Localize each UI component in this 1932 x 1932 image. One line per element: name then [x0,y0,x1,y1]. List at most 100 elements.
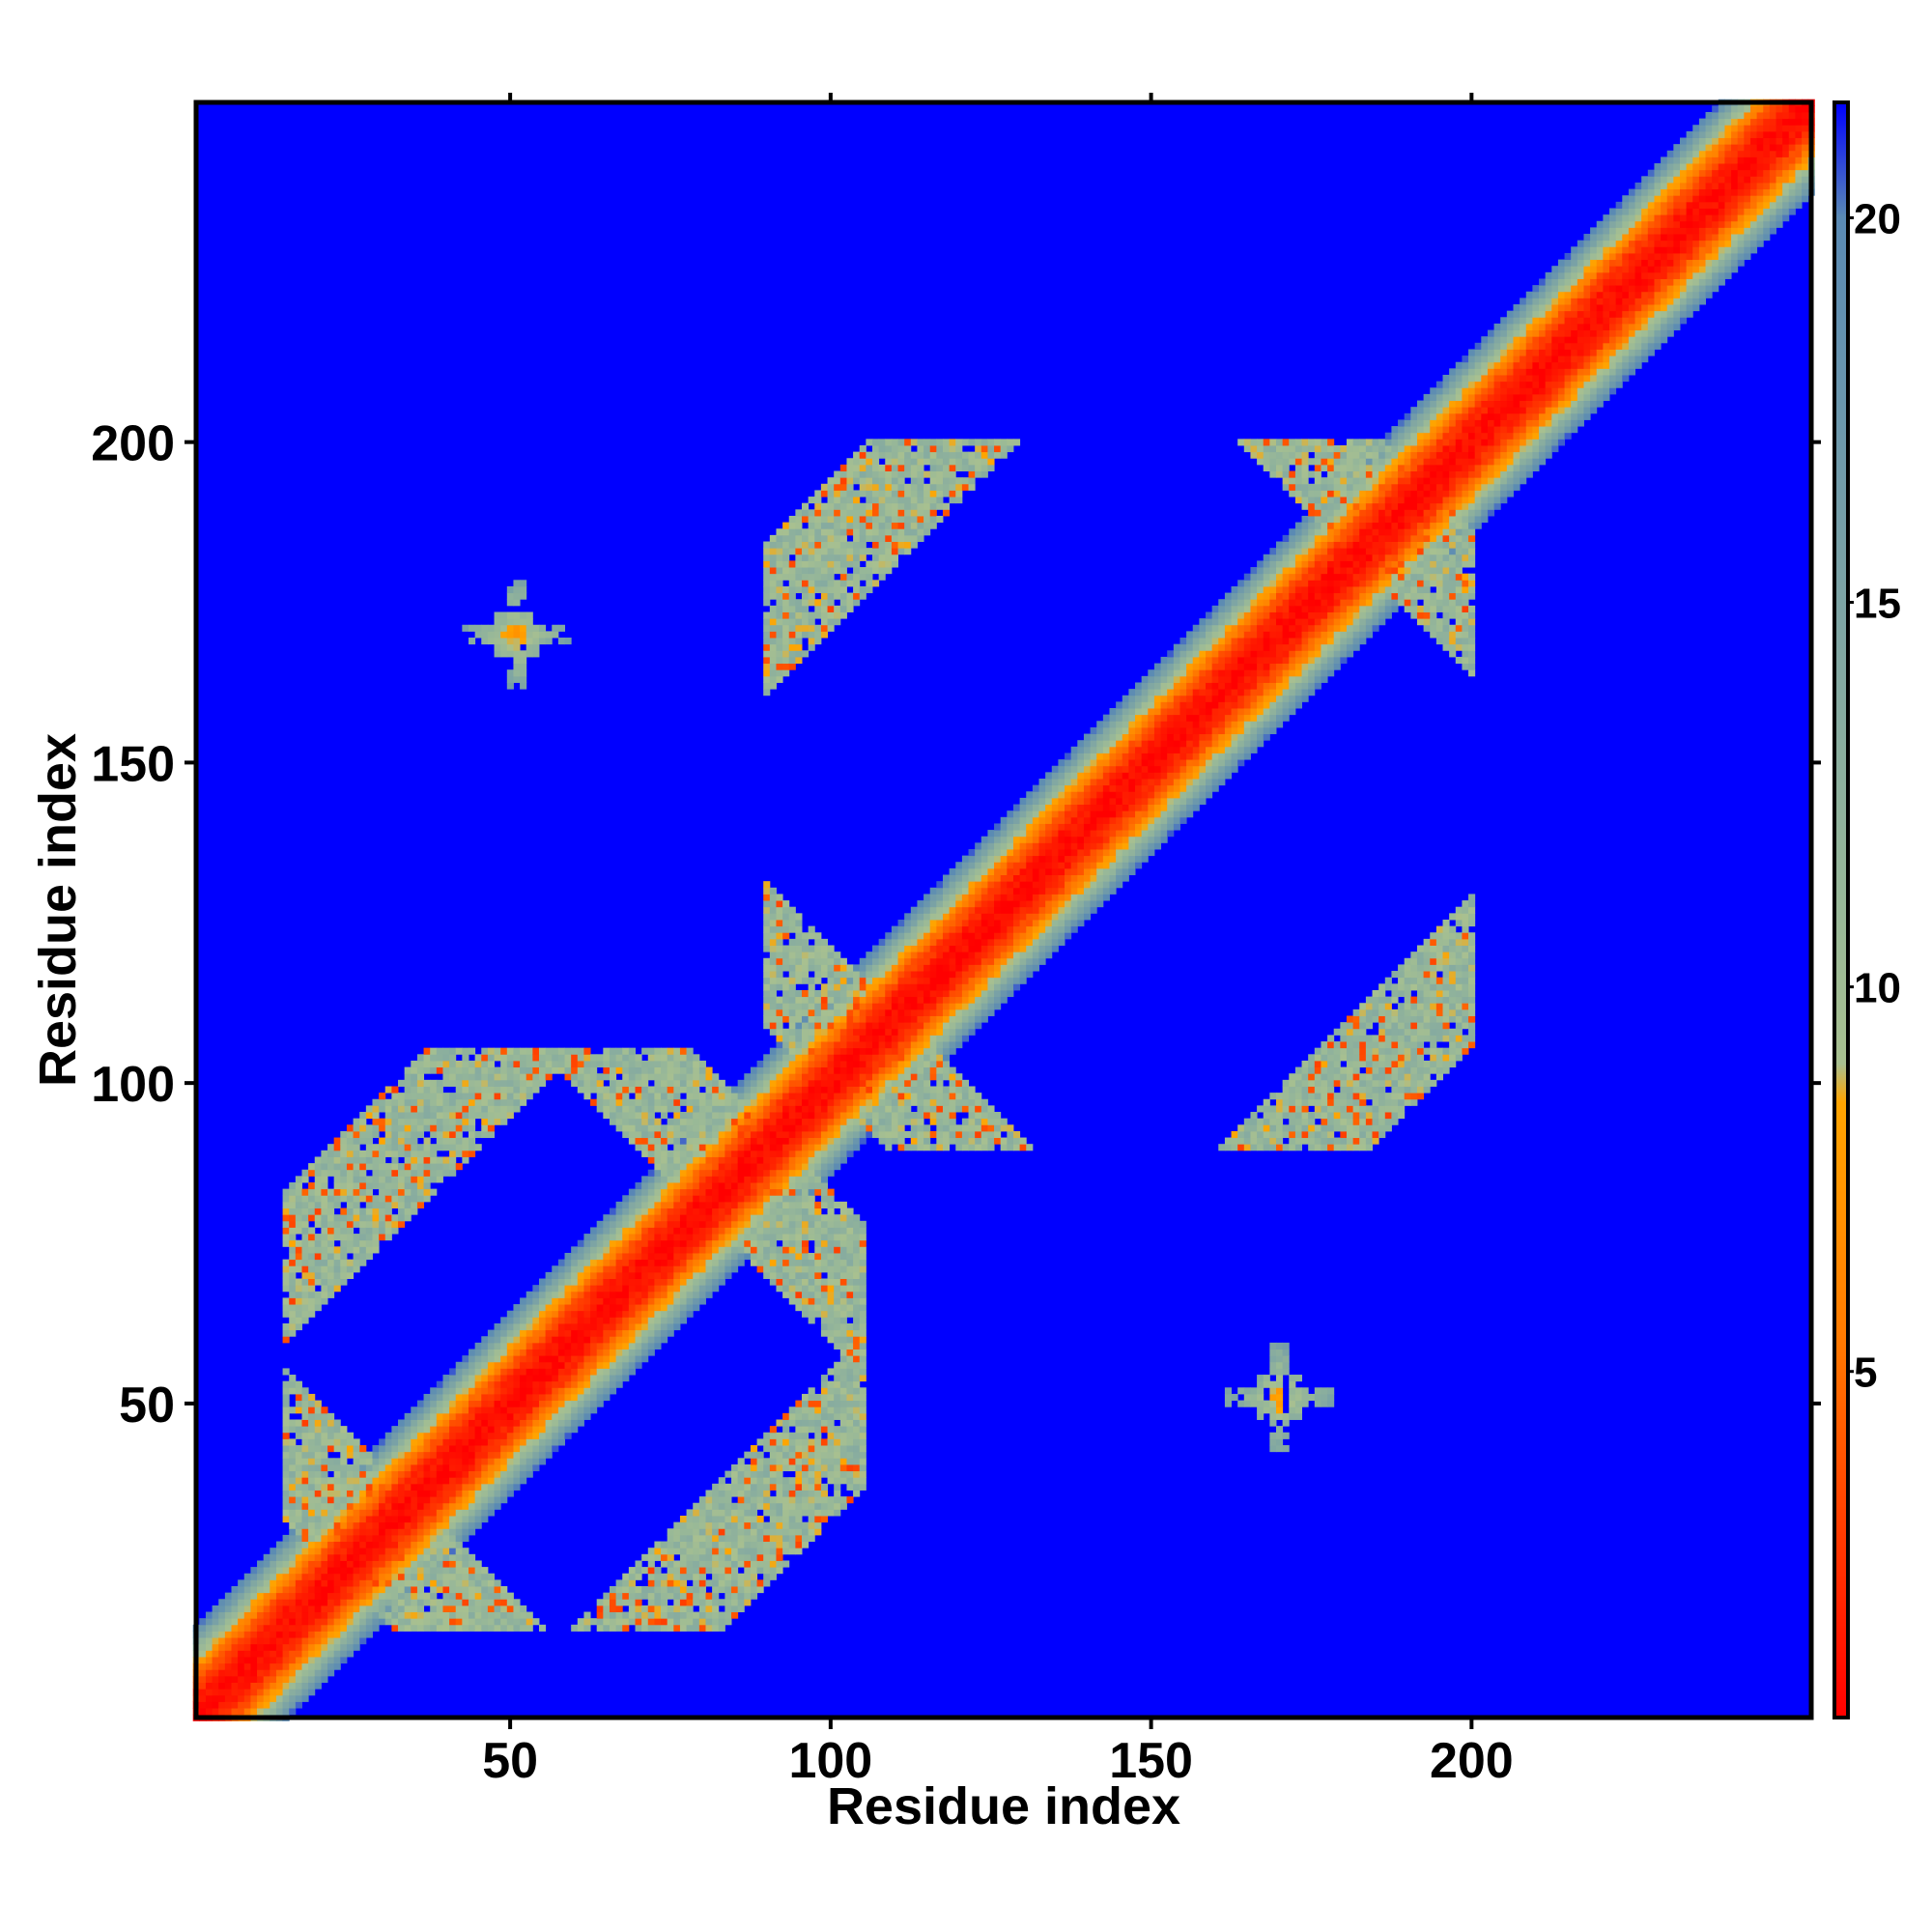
heatmap-cell [321,1412,328,1420]
heatmap-cell [411,1483,418,1491]
heatmap-cell [769,1553,777,1561]
heatmap-cell [698,1297,706,1305]
heatmap-cell [577,1285,584,1293]
heatmap-cell [609,1361,617,1369]
heatmap-cell [628,1098,636,1106]
heatmap-cell [423,1470,431,1478]
heatmap-cell [737,1502,745,1510]
heatmap-cell [795,1041,803,1049]
heatmap-cell [462,1502,469,1510]
heatmap-cell [474,1586,482,1594]
heatmap-cell [526,1054,533,1062]
heatmap-cell [788,1271,796,1279]
heatmap-cell [564,1252,572,1261]
heatmap-cell [654,1118,662,1125]
heatmap-cell [250,1586,258,1594]
heatmap-cell [756,1265,764,1273]
heatmap-cell [615,1579,623,1587]
heatmap-cell [635,1246,642,1254]
heatmap-cell [487,1592,496,1600]
heatmap-cell [314,1662,322,1670]
heatmap-cell [724,1599,732,1606]
heatmap-cell [340,1483,348,1491]
heatmap-cell [506,1412,514,1420]
heatmap-cell [693,1285,700,1293]
heatmap-cell [641,1271,649,1279]
heatmap-cell [372,1098,380,1106]
heatmap-cell [436,1130,443,1139]
heatmap-cell [308,1521,316,1529]
heatmap-cell [718,1239,725,1247]
heatmap-cell [442,1592,450,1600]
heatmap-cell [718,1553,725,1561]
heatmap-cell [282,1694,290,1702]
heatmap-cell [416,1073,425,1081]
heatmap-cell [346,1144,355,1151]
heatmap-cell [321,1618,328,1626]
heatmap-cell [654,1144,662,1151]
heatmap-cell [379,1093,386,1100]
heatmap-cell [423,1426,431,1434]
heatmap-cell [295,1252,302,1261]
heatmap-cell [641,1265,649,1273]
heatmap-cell [404,1150,412,1157]
heatmap-cell [481,1490,489,1497]
heatmap-cell [365,1201,373,1209]
heatmap-cell [795,631,803,639]
heatmap-cell [769,1086,777,1094]
heatmap-cell [795,1265,803,1273]
heatmap-cell [769,1567,777,1575]
heatmap-cell [795,573,803,581]
heatmap-cell [635,1265,642,1273]
heatmap-cell [474,1098,482,1106]
heatmap-cell [359,1214,367,1222]
heatmap-cell [698,1182,706,1190]
heatmap-cell [776,1093,783,1100]
heatmap-cell [641,1118,649,1125]
heatmap-cell [686,1220,694,1228]
heatmap-cell [275,1605,284,1613]
heatmap-cell [224,1618,232,1626]
heatmap-cell [481,1098,489,1106]
heatmap-cell [469,1393,476,1402]
heatmap-cell [744,1073,752,1081]
heatmap-cell [769,650,777,658]
heatmap-cell [731,1124,739,1132]
heatmap-cell [442,1387,450,1395]
heatmap-cell [744,1150,752,1157]
heatmap-cell [795,1483,803,1491]
heatmap-cell [301,1265,309,1273]
heatmap-cell [301,1458,309,1465]
heatmap-cell [462,1105,469,1113]
heatmap-cell [218,1656,226,1664]
heatmap-cell [769,989,777,998]
heatmap-cell [744,1112,752,1120]
heatmap-cell [679,1528,688,1536]
heatmap-cell [564,1336,572,1344]
heatmap-cell [769,585,777,594]
heatmap-cell [372,1176,380,1183]
heatmap-cell [455,1509,463,1517]
heatmap-cell [795,996,803,1004]
heatmap-cell [737,1483,745,1491]
heatmap-cell [520,592,527,600]
heatmap-cell [308,1509,316,1517]
heatmap-cell [455,1534,463,1543]
heatmap-cell [590,1618,598,1626]
heatmap-cell [763,1438,771,1446]
heatmap-cell [513,643,521,651]
heatmap-cell [583,1234,591,1241]
heatmap-cell [474,1605,482,1613]
heatmap-cell [782,1214,790,1222]
heatmap-cell [564,1265,572,1273]
heatmap-cell [782,1227,790,1235]
heatmap-cell [750,1463,758,1472]
heatmap-cell [282,1553,290,1561]
heatmap-cell [571,1380,579,1388]
heatmap-cell [750,1163,758,1171]
heatmap-cell [487,1490,496,1497]
heatmap-cell [750,1227,758,1235]
heatmap-cell [705,1239,713,1247]
heatmap-cell [308,1631,316,1638]
heatmap-cell [782,1073,790,1081]
